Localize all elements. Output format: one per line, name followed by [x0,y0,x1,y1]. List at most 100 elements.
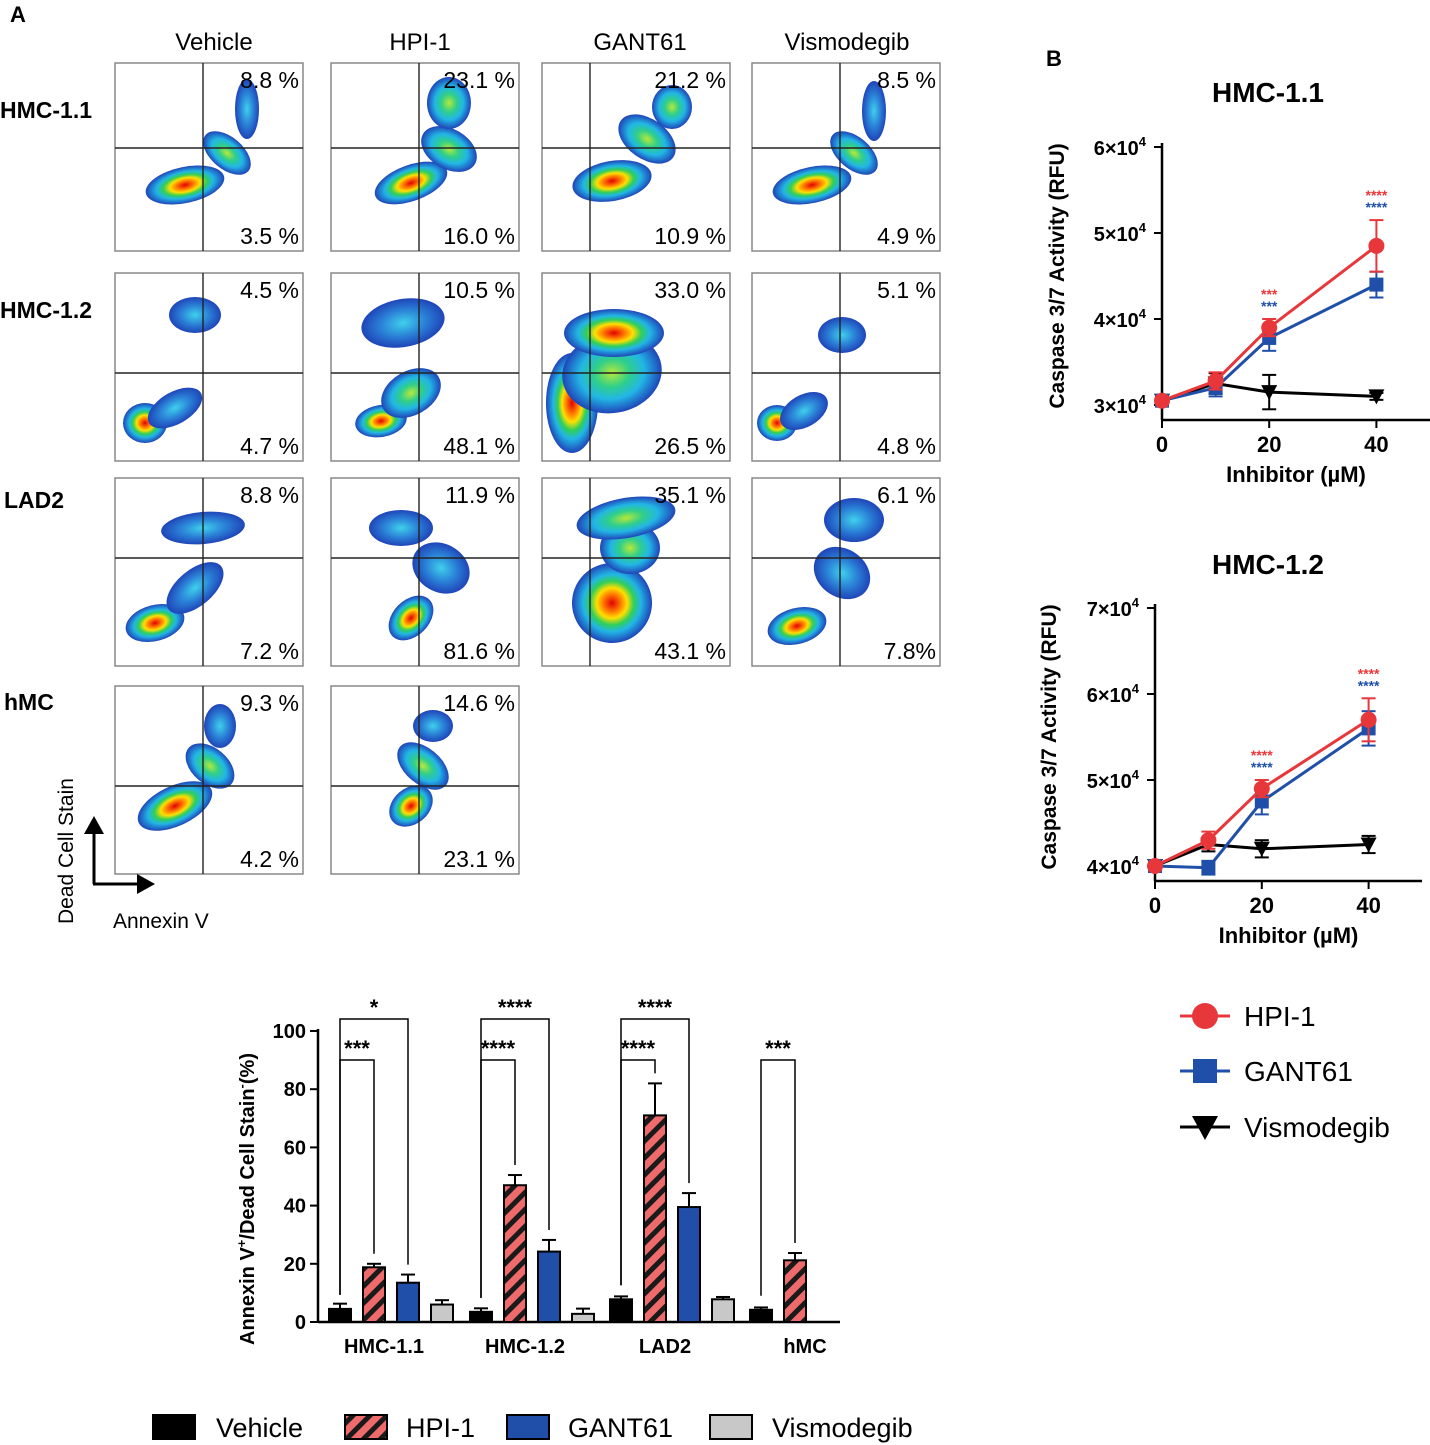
density-blob [421,126,477,172]
plot-frame [541,62,731,252]
marker-circle [1360,711,1377,728]
panel-label-a: A [10,2,26,27]
density-blob [830,131,878,175]
bar-vehicle [328,1307,352,1324]
density-blob [412,542,470,594]
tick-exponent: 4 [1132,853,1140,868]
flow-plot: 11.9 % 81.6 % [330,477,520,667]
density-blob [772,165,852,205]
marker-circle [1200,832,1217,849]
line-x-tick-label: 20 [1250,893,1274,918]
legend-label: Vehicle [216,1413,303,1443]
significance-label: *** [765,1036,791,1061]
tick-exponent: 4 [1132,595,1140,610]
bar-hpi-1 [362,1266,386,1323]
legend-swatch [152,1414,196,1440]
bar-category-label: HMC-1.1 [344,1336,424,1358]
panel-label-b: B [1046,46,1062,71]
column-header: GANT61 [593,29,686,56]
row-labels: HMC-1.1 HMC-1.2 LAD2 hMC [0,97,92,715]
flow-plot: 8.5 % 4.9 % [751,62,941,252]
line-y-tick-label: 4×104 [1087,853,1140,879]
bar-y-tick-label: 80 [284,1079,306,1101]
lower-right-percent: 10.9 % [654,223,726,249]
legend-marker-square [1193,1059,1217,1083]
legend-marker-circle [1192,1003,1218,1029]
lower-right-percent: 26.5 % [654,433,726,459]
density-blob [147,387,203,429]
lower-right-percent: 3.5 % [240,223,299,249]
lower-right-percent: 16.0 % [443,223,515,249]
line-y-tick-label: 4×104 [1094,306,1147,332]
density-blob [652,85,692,129]
bar-y-tick-label: 60 [284,1137,306,1159]
marker-circle [1147,858,1163,874]
significance-label: **** [638,995,673,1020]
line-y-tick-label: 3×104 [1094,392,1147,418]
bar-gant61 [677,1206,701,1324]
upper-right-percent: 8.5 % [877,67,936,93]
series-line-gant61 [1154,727,1370,870]
tick-mantissa: 7×10 [1087,599,1132,621]
legend-label: HPI-1 [406,1413,475,1443]
column-header: Vismodegib [785,29,910,56]
bar-hpi-1 [643,1114,667,1324]
series-line-gant61 [1161,283,1378,403]
lower-right-percent: 43.1 % [654,638,726,664]
density-blob [361,298,445,348]
line-x-tick-label: 40 [1356,893,1380,918]
lower-right-percent: 4.9 % [877,223,936,249]
marker-circle [1253,780,1270,797]
significance-label: **** [1251,759,1273,775]
flow-plot: 33.0 % 26.5 % [541,272,731,462]
bar-vehicle [749,1308,773,1323]
column-headers: Vehicle HPI-1 GANT61 Vismodegib [175,29,909,56]
lower-right-percent: 23.1 % [443,846,515,872]
legend-label: Vismodegib [1244,1112,1390,1143]
flow-x-axis-label: Annexin V [113,910,209,933]
flow-plot: 10.5 % 48.1 % [330,272,520,462]
tick-exponent: 4 [1139,134,1147,149]
line-y-tick-label: 6×104 [1094,134,1147,160]
tick-mantissa: 4×10 [1087,857,1132,879]
line-x-axis-label: Inhibitor (µM) [1219,923,1359,948]
upper-right-percent: 10.5 % [443,277,515,303]
significance-bracket [480,1018,550,1298]
upper-right-percent: 4.5 % [240,277,299,303]
density-blob [185,743,235,789]
significance-label: **** [621,1036,656,1061]
bar-vismodegib [430,1303,454,1324]
flow-plot: 21.2 % 10.9 % [541,62,731,252]
significance-label: * [370,995,379,1020]
row-label: HMC-1.2 [0,297,92,323]
bar-category-label: HMC-1.2 [485,1336,565,1358]
bar-category-label: LAD2 [639,1336,691,1358]
bar-y-tick-label: 100 [273,1021,306,1043]
line-chart-title: HMC-1.1 [1212,77,1324,108]
row-label: LAD2 [4,487,64,513]
tick-mantissa: 3×10 [1094,396,1139,418]
x-axis-arrowhead-icon [137,874,155,894]
bar-y-tick-label: 0 [295,1312,306,1334]
bar-vismodegib [711,1298,735,1324]
significance-label: **** [481,1036,516,1061]
legend-label: HPI-1 [1244,1001,1316,1032]
line-x-tick-label: 40 [1364,432,1388,457]
density-blob [824,498,884,542]
lower-right-percent: 4.7 % [240,433,299,459]
upper-right-percent: 23.1 % [443,67,515,93]
density-blob [618,114,676,164]
column-header: HPI-1 [389,29,450,56]
y-axis-arrowhead-icon [84,816,104,834]
flow-plot: 23.1 % 16.0 % [330,62,520,252]
line-chart-title: HMC-1.2 [1212,549,1324,580]
upper-right-percent: 6.1 % [877,482,936,508]
marker-circle [1261,319,1278,336]
significance-bracket [620,1018,690,1286]
ylabel-superscript: + [234,1239,249,1247]
upper-right-percent: 33.0 % [654,277,726,303]
density-blob [572,160,652,202]
density-blob [388,595,434,641]
tick-exponent: 4 [1139,392,1147,407]
density-blob [235,79,259,139]
